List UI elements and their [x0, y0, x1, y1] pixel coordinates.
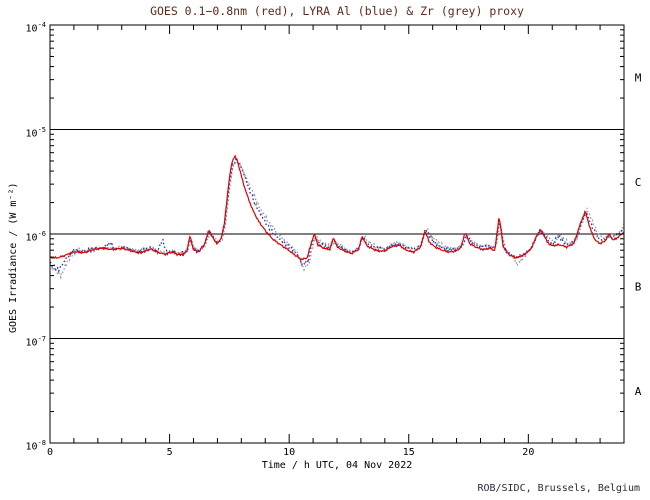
y-tick-label: 10-8 — [25, 439, 46, 453]
x-tick-label: 10 — [283, 447, 296, 458]
flare-class-label: M — [635, 71, 642, 84]
x-tick-label: 20 — [522, 447, 535, 458]
x-tick-label: 0 — [46, 447, 54, 458]
x-tick-label: 15 — [402, 447, 415, 458]
flare-class-label: A — [635, 385, 642, 398]
x-axis-label: Time / h UTC, 04 Nov 2022 — [261, 460, 413, 471]
y-tick-label: 10-5 — [25, 125, 46, 139]
chart-title: GOES 0.1−0.8nm (red), LYRA Al (blue) & Z… — [150, 4, 524, 18]
y-tick-label: 10-7 — [25, 334, 46, 348]
flare-class-label: B — [635, 280, 642, 293]
flare-class-label: C — [635, 176, 642, 189]
credit-text: ROB/SIDC, Brussels, Belgium — [477, 483, 640, 494]
lyra-al-series-line — [50, 157, 624, 273]
y-tick-label: 10-4 — [25, 21, 46, 35]
y-axis-label: GOES Irradiance / (W m⁻²) — [8, 182, 19, 333]
goes-xray-series-line — [50, 154, 624, 262]
lyra-zr-series-line — [50, 158, 624, 280]
x-tick-label: 5 — [166, 447, 173, 458]
y-tick-label: 10-6 — [25, 230, 46, 244]
